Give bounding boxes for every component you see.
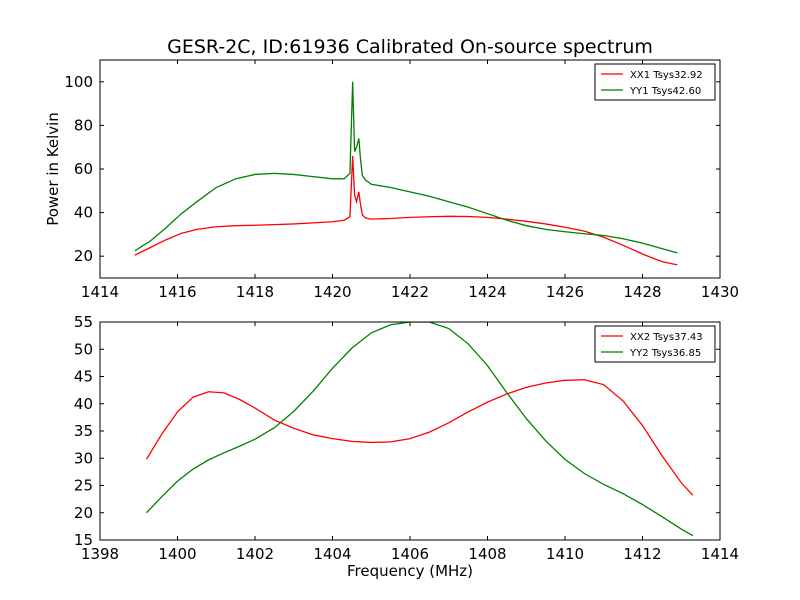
bottom-legend-label-1: XX2 Tsys37.43: [630, 332, 703, 343]
top-x-tick-label: 1422: [391, 283, 429, 301]
bottom-subplot: Frequency (MHz) 1398 1400 1402 1404 1406 1408…: [74, 313, 739, 580]
bottom-x-axis-label: Frequency (MHz): [347, 562, 473, 580]
bottom-y-tick-label: 35: [74, 422, 93, 440]
top-plot-area: 1414 1416 1418 1420 1422 1424 1426 1428 1430 20 40…: [64, 59, 739, 301]
top-series-line-1: [134, 155, 678, 266]
top-subplot: GESR-2C, ID:61936 Calibrated On-source s…: [44, 36, 739, 301]
bottom-y-tick-label: 15: [74, 531, 93, 549]
bottom-x-tick-label: 1402: [236, 545, 274, 563]
bottom-x-tick-label: 1410: [546, 545, 584, 563]
bottom-y-tick-label: 30: [74, 449, 93, 467]
bottom-legend: XX2 Tsys37.43 YY2 Tsys36.85: [594, 325, 716, 363]
top-y-axis-label: Power in Kelvin: [44, 112, 62, 226]
bottom-x-tick-label: 1406: [391, 545, 429, 563]
bottom-y-tick-label: 45: [74, 368, 93, 386]
top-legend-label-1: XX1 Tsys32.92: [630, 70, 703, 81]
top-x-tick-label: 1416: [158, 283, 196, 301]
bottom-y-tick-label: 55: [74, 313, 93, 331]
top-legend: XX1 Tsys32.92 YY1 Tsys42.60: [594, 63, 716, 101]
top-legend-box: [594, 63, 716, 101]
bottom-y-tick-label: 25: [74, 477, 93, 495]
chart-title: GESR-2C, ID:61936 Calibrated On-source s…: [167, 36, 653, 58]
top-x-tick-label: 1418: [236, 283, 274, 301]
bottom-series-line-2: [146, 322, 694, 537]
top-legend-label-2: YY1 Tsys42.60: [629, 86, 701, 97]
bottom-x-tick-label: 1414: [701, 545, 739, 563]
top-y-tick-label: 80: [74, 116, 93, 134]
top-x-tick-label: 1426: [546, 283, 584, 301]
bottom-legend-box: [594, 325, 716, 363]
top-x-tick-label: 1420: [313, 283, 351, 301]
bottom-series-line-1: [145, 379, 694, 496]
bottom-x-tick-label: 1404: [313, 545, 351, 563]
bottom-y-tick-label: 40: [74, 395, 93, 413]
top-y-tick-label: 40: [74, 204, 93, 222]
bottom-y-tick-label: 20: [74, 504, 93, 522]
top-y-tick-label: 20: [74, 247, 93, 265]
bottom-x-tick-label: 1408: [468, 545, 506, 563]
top-series-line-2: [134, 81, 678, 254]
bottom-x-tick-label: 1412: [623, 545, 661, 563]
bottom-legend-label-2: YY2 Tsys36.85: [629, 348, 701, 359]
top-y-tick-label: 100: [64, 73, 93, 91]
top-x-tick-label: 1430: [701, 283, 739, 301]
bottom-x-tick-label: 1400: [158, 545, 196, 563]
top-x-tick-label: 1424: [468, 283, 506, 301]
bottom-plot-area: 1398 1400 1402 1404 1406 1408 1410 1412 1414 15 20…: [74, 313, 739, 563]
bottom-x-tick-label: 1398: [81, 545, 119, 563]
bottom-y-tick-label: 50: [74, 340, 93, 358]
top-x-tick-label: 1414: [81, 283, 119, 301]
top-y-tick-label: 60: [74, 160, 93, 178]
top-x-tick-label: 1428: [623, 283, 661, 301]
